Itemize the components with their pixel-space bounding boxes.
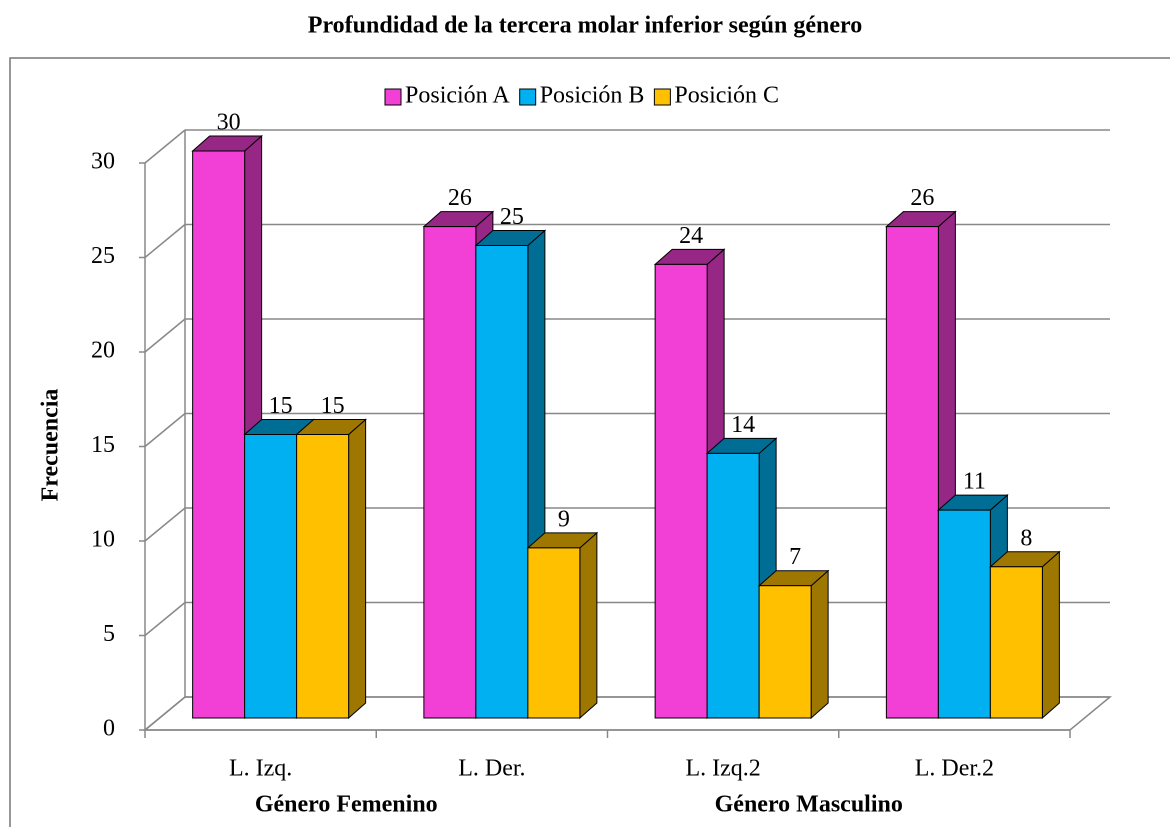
bar [937,509,991,719]
value-label: 14 [731,412,755,438]
chart-title: Profundidad de la tercera molar inferior… [308,13,862,39]
value-label: 9 [558,506,570,532]
y-tick-label: 30 [91,149,115,175]
y-tick-label: 10 [91,527,115,553]
x-tick-label: L. Izq.2 [685,756,760,782]
x-tick-label: L. Izq. [229,756,292,782]
value-label: 25 [500,204,524,230]
value-label: 30 [217,110,241,136]
x-tick-label: L. Der. [458,756,525,782]
value-label: 26 [910,185,934,211]
y-tick-label: 5 [103,621,115,647]
value-label: 15 [269,393,293,419]
bar [758,585,812,719]
legend-label: Posición A [405,83,510,109]
grid-line [144,318,186,353]
legend-swatch [384,88,402,106]
y-tick-label: 0 [103,716,115,742]
legend-label: Posición C [674,83,779,109]
bar-side [579,531,598,720]
group-label: Género Masculino [715,792,903,818]
group-label: Género Femenino [255,792,438,818]
bar-side [810,569,829,720]
legend-swatch [519,88,537,106]
y-tick-label: 20 [91,338,115,364]
bar [296,434,350,719]
grid-line [144,696,186,731]
legend-swatch [653,88,671,106]
value-label: 15 [321,393,345,419]
bar [989,566,1043,719]
y-tick-label: 25 [91,243,115,269]
value-label: 26 [448,185,472,211]
bar [244,434,298,719]
value-label: 8 [1020,525,1032,551]
bar [527,547,581,719]
bar [192,150,246,719]
bar [885,226,939,719]
bar [423,226,477,719]
grid-line [144,129,186,164]
y-axis-label: Frecuencia [38,389,64,502]
bar [706,452,760,719]
chart-border [9,57,1170,827]
grid-line [144,412,186,448]
y-tick-label: 15 [91,432,115,458]
legend-label: Posición B [540,83,645,109]
bar [475,245,529,719]
x-tick-label: L. Der.2 [915,756,994,782]
value-label: 7 [789,544,801,570]
bar-side [1041,550,1060,720]
grid-line [144,601,186,637]
grid-line [144,507,186,542]
bar [654,263,708,719]
grid-line [144,223,186,259]
value-label: 11 [963,469,986,495]
bar-side [348,418,367,720]
value-label: 24 [679,223,703,249]
